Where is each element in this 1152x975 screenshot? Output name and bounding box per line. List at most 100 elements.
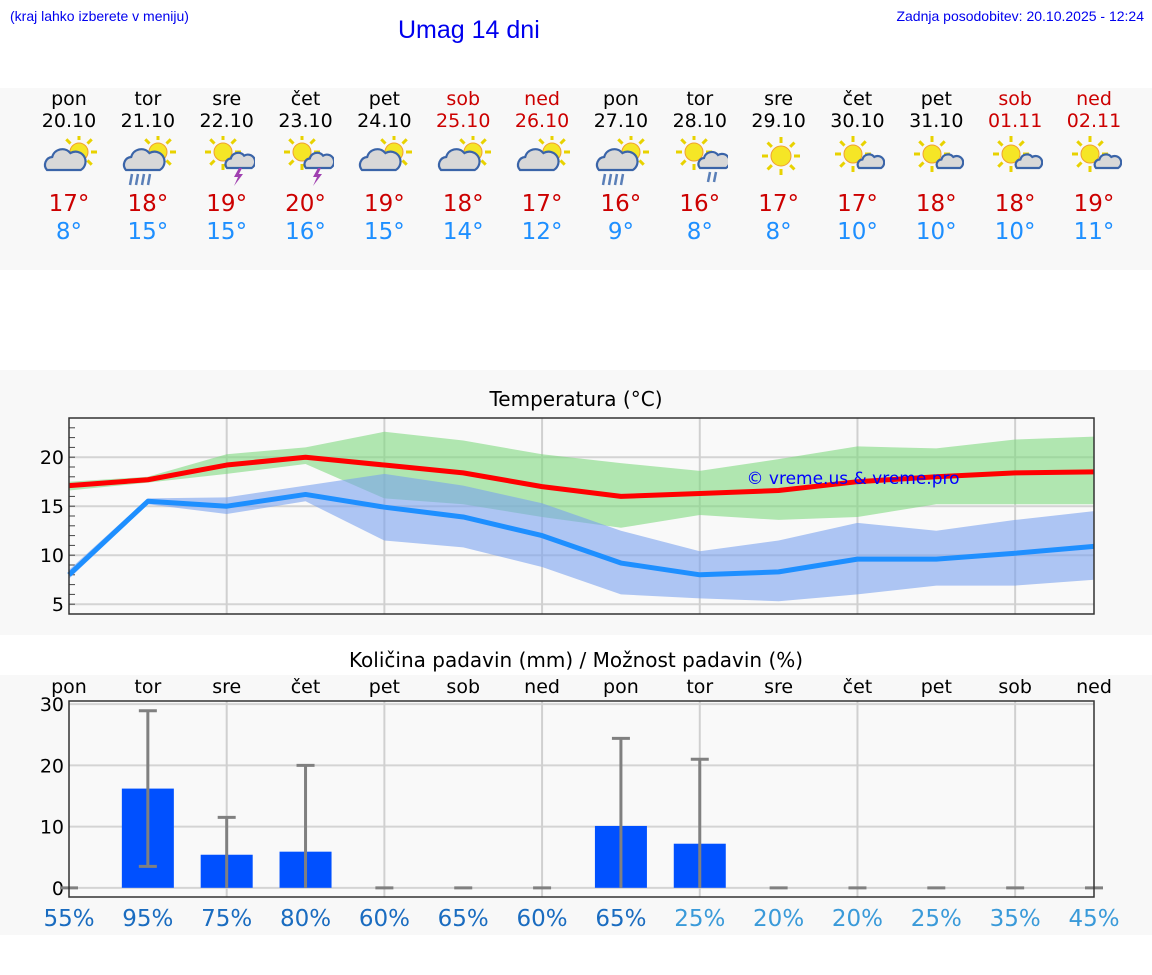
weather-icon (438, 136, 492, 172)
day-forecast: čet 23.10 20° 16° (266, 88, 346, 246)
day-name: ned (1076, 88, 1112, 110)
min-temp: 9° (607, 219, 634, 245)
day-date: 23.10 (278, 110, 333, 132)
day-name: tor (134, 88, 162, 110)
weather-icon (675, 136, 728, 183)
max-temp: 19° (1073, 191, 1115, 217)
precipitation-probability: 60% (359, 906, 410, 932)
day-name: tor (686, 88, 714, 110)
day-label: sre (212, 676, 241, 698)
min-temp: 16° (285, 219, 326, 245)
day-forecast: ned 26.10 17° 12° (502, 88, 582, 246)
min-temp: 10° (837, 219, 878, 245)
max-temp: 18° (994, 191, 1036, 217)
day-name: čet (290, 88, 321, 110)
weather-icon (516, 136, 571, 172)
cloud-icon (697, 150, 728, 170)
cloud-icon (1014, 153, 1044, 170)
precipitation-probability: 25% (911, 906, 962, 932)
weather-icon (993, 136, 1044, 172)
day-forecast: pet 31.10 18° 10° (896, 88, 976, 246)
min-temp: 10° (994, 219, 1036, 245)
precipitation-probability: 35% (990, 906, 1041, 932)
max-temp: 19° (363, 191, 405, 217)
day-label: sob (446, 676, 480, 698)
day-forecast: pet 24.10 19° 15° (344, 88, 424, 246)
day-label: čet (291, 676, 321, 698)
precipitation-chart-title: Količina padavin (mm) / Možnost padavin … (348, 648, 804, 672)
y-tick-label: 0 (52, 878, 64, 900)
max-temperature-line (68, 454, 1095, 499)
rain-icon (706, 171, 717, 183)
precipitation-probability: 80% (280, 906, 331, 932)
min-range-band (69, 473, 1094, 602)
last-updated: Zadnja posodobitev: 20.10.2025 - 12:24 (896, 8, 1144, 24)
y-tick-label: 20 (40, 755, 64, 777)
precipitation-chart: pon tor sre čet pet sob ned pon tor sre čet pet sob n… (40, 676, 1120, 932)
max-temp: 17° (521, 191, 563, 217)
day-name: čet (842, 88, 873, 110)
rain-icon (128, 173, 152, 186)
weather-icon (359, 136, 413, 172)
day-forecast: tor 21.10 18° 15° (108, 88, 188, 246)
day-date: 27.10 (593, 110, 649, 132)
location-hint: (kraj lahko izberete v meniju) (10, 8, 189, 24)
day-label: ned (1076, 676, 1112, 698)
weather-icon (835, 136, 886, 172)
day-date: 28.10 (672, 110, 727, 132)
precipitation-probability: 65% (438, 906, 489, 932)
cloud-icon (302, 151, 334, 170)
precipitation-probability: 25% (674, 906, 725, 932)
min-temp: 15° (127, 219, 169, 245)
min-temp: 10° (915, 219, 957, 245)
page-title: Umag 14 dni (398, 16, 540, 44)
day-label: pet (369, 676, 400, 698)
max-temp: 17° (758, 191, 799, 217)
day-label: ned (524, 676, 560, 698)
min-temp: 15° (363, 219, 405, 245)
day-label: tor (686, 676, 713, 698)
day-date: 24.10 (357, 110, 412, 132)
cloud-icon (857, 153, 886, 170)
precipitation-probability: 20% (753, 906, 804, 932)
cloud-icon (359, 148, 402, 172)
day-name: sre (212, 88, 242, 110)
day-name: sob (446, 88, 481, 110)
temperature-chart: 5 10 15 20 © vreme.us & vreme.pro (40, 417, 1095, 616)
precipitation-probability: 60% (517, 906, 568, 932)
max-temp: 17° (48, 191, 90, 217)
max-temp: 19° (206, 191, 248, 217)
day-forecast: sob 25.10 18° 14° (423, 88, 503, 246)
day-name: pon (603, 88, 639, 110)
day-forecast: sre 22.10 19° 15° (187, 88, 267, 246)
max-temp: 20° (285, 191, 326, 217)
weather-icon (1072, 136, 1122, 172)
day-date: 25.10 (436, 110, 491, 132)
weather-icon (914, 136, 965, 172)
min-temp: 8° (765, 219, 792, 245)
max-temp: 18° (127, 191, 169, 217)
day-forecast: pon 20.10 17° 8° (29, 88, 109, 246)
lightning-icon (312, 168, 322, 186)
precipitation-probability: 65% (595, 906, 646, 932)
day-name: pet (368, 88, 400, 110)
cloud-icon (43, 148, 87, 172)
min-temp: 12° (521, 219, 563, 245)
cloud-icon (1093, 153, 1122, 170)
day-date: 26.10 (514, 110, 570, 132)
cloud-icon (516, 148, 560, 172)
day-date: 29.10 (751, 110, 806, 132)
weather-icon (761, 137, 800, 175)
sun-icon (761, 137, 800, 175)
day-name: sre (764, 88, 794, 110)
precipitation-probability: 95% (122, 906, 173, 932)
sun-icon (993, 136, 1030, 172)
weather-icon (283, 136, 334, 186)
cloud-icon (935, 153, 965, 170)
weather-icon (122, 136, 176, 186)
day-label: tor (134, 676, 161, 698)
day-label: pet (921, 676, 952, 698)
min-temp: 8° (55, 219, 83, 245)
day-forecast: tor 28.10 16° 8° (660, 88, 740, 246)
max-temp: 16° (679, 191, 721, 217)
